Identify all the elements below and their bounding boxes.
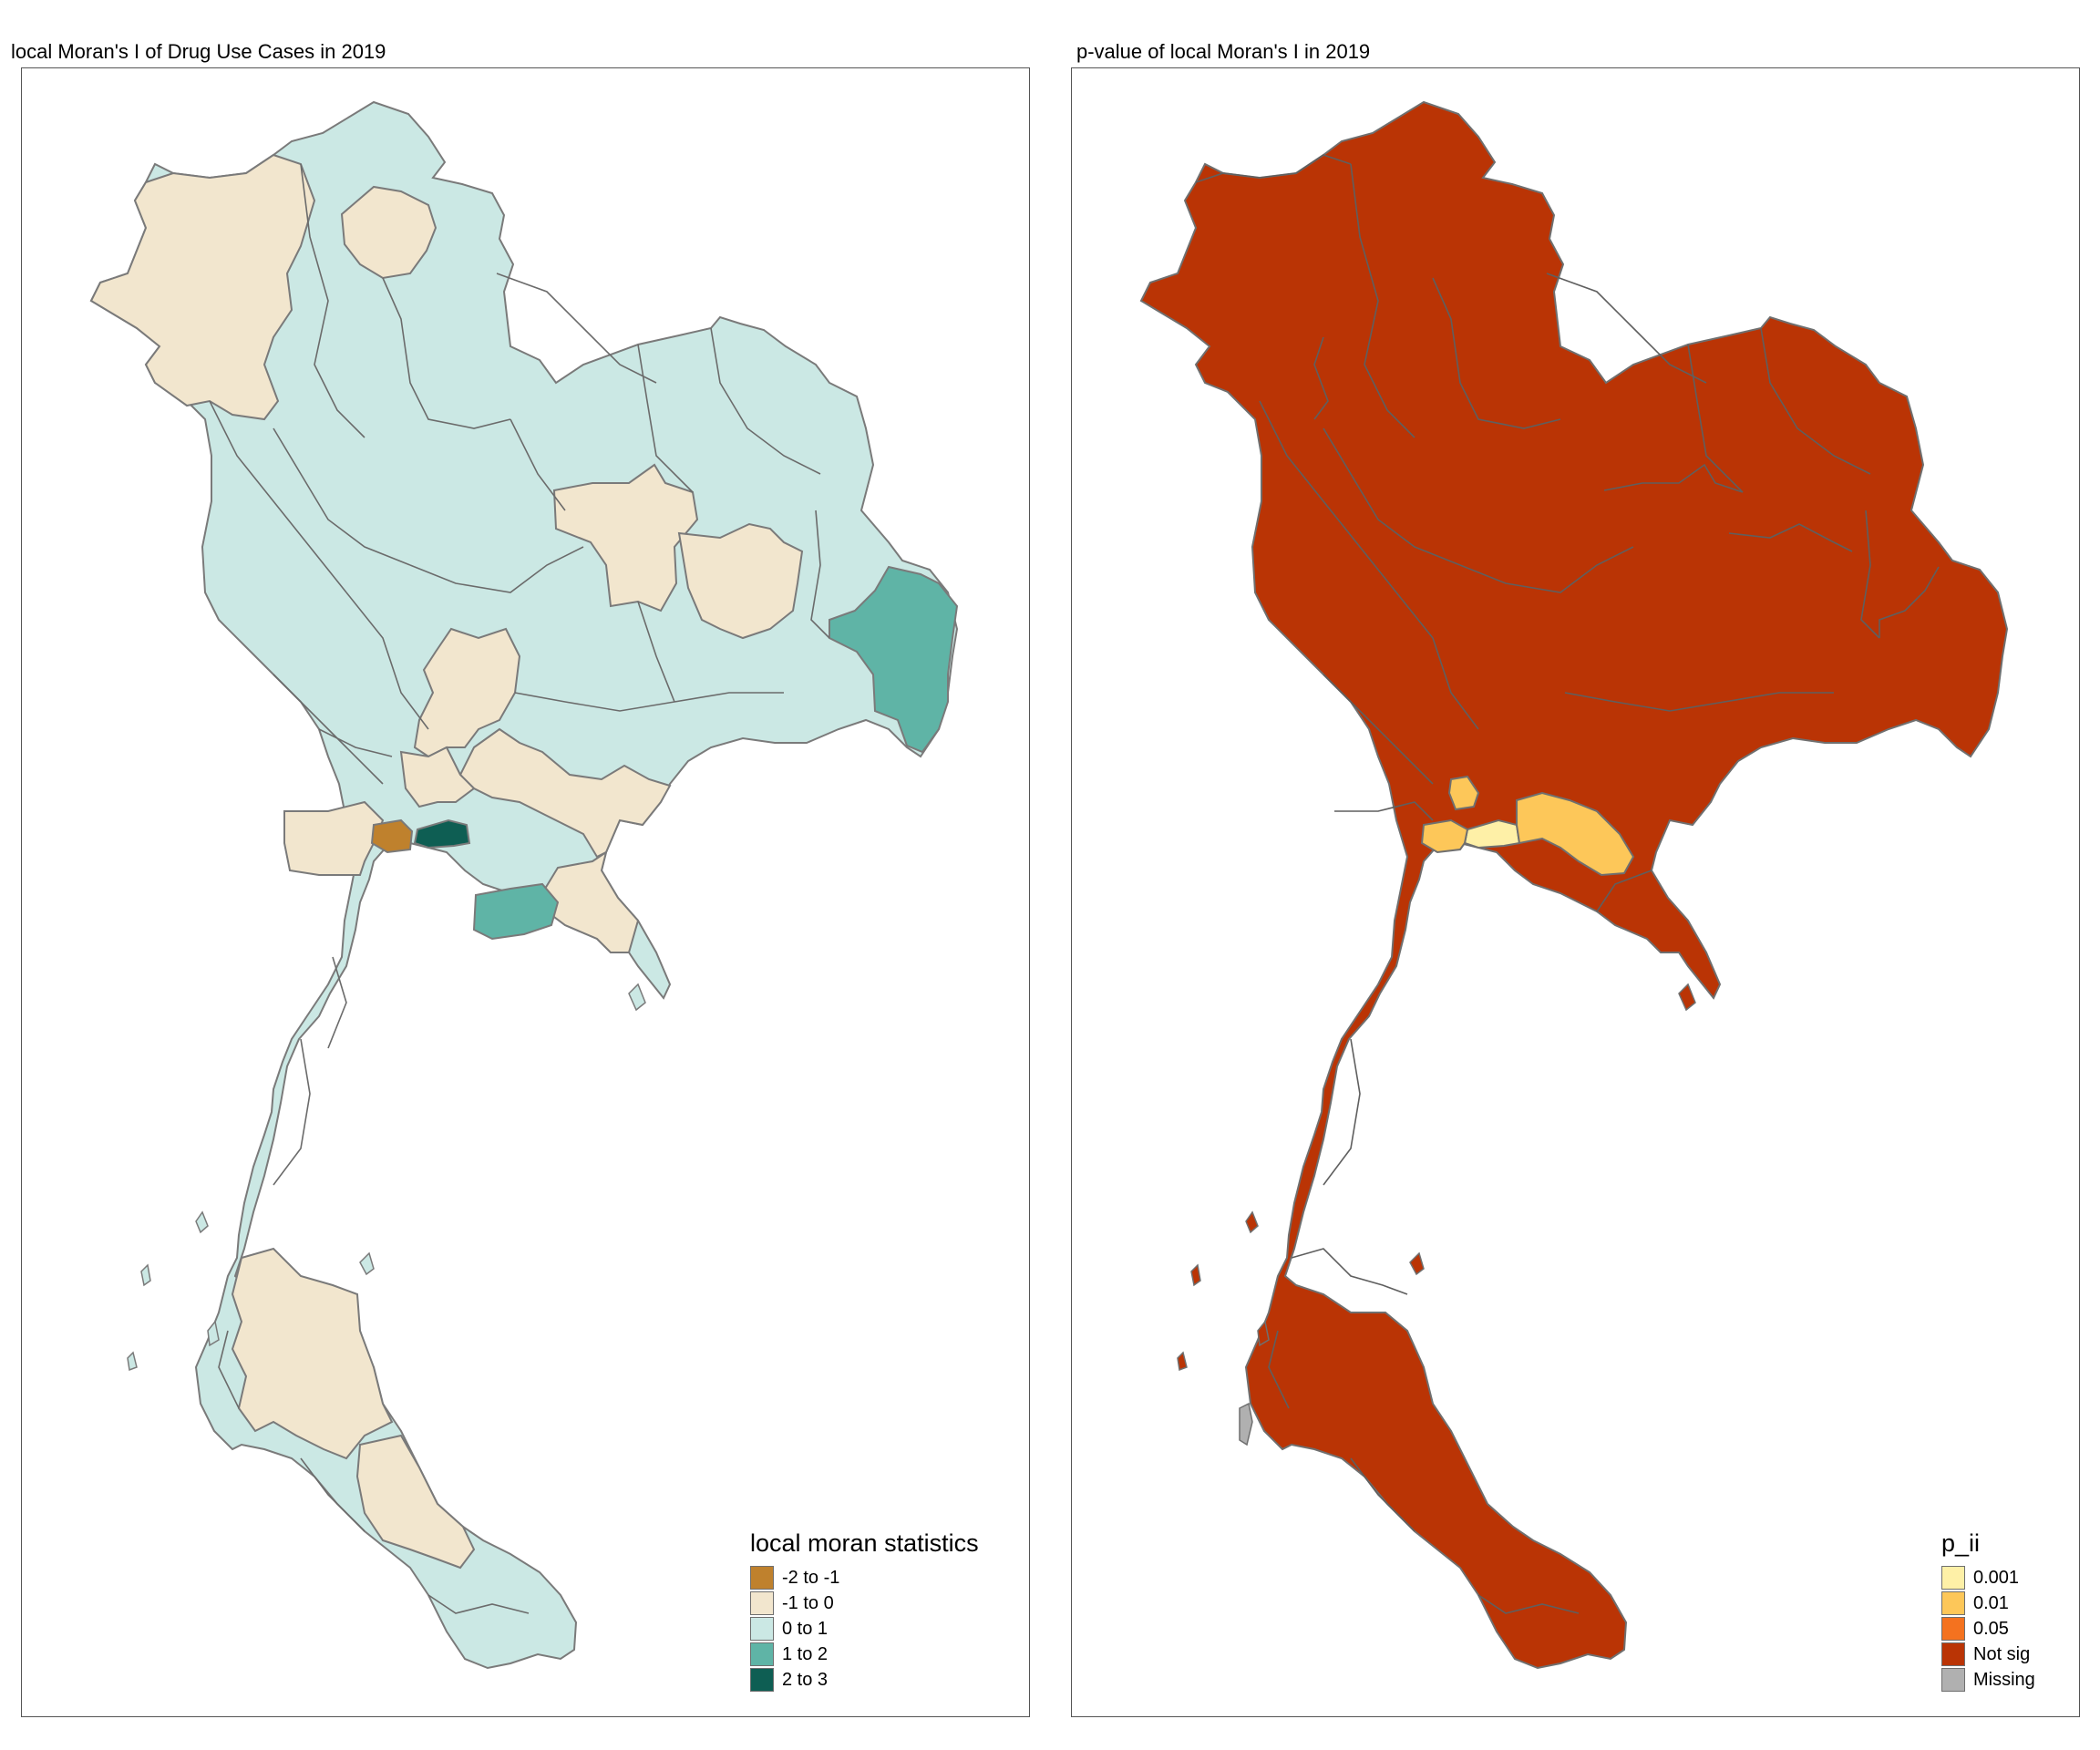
right-legend-title: p_ii <box>1941 1529 1981 1557</box>
legend-swatch <box>750 1566 774 1590</box>
legend-label: -2 to -1 <box>782 1568 840 1588</box>
legend-item: 0 to 1 <box>750 1616 979 1642</box>
legend-label: 0.05 <box>1973 1619 2009 1639</box>
region-northeast-low-b <box>677 522 804 640</box>
region-south-upper-low <box>231 1247 394 1460</box>
right-panel-title: p-value of local Moran's I in 2019 <box>1076 40 1371 63</box>
region-p-01-west <box>1420 818 1469 854</box>
legend-item: 2 to 3 <box>750 1667 979 1693</box>
legend-swatch <box>750 1591 774 1615</box>
legend-label: 0.001 <box>1973 1568 2020 1588</box>
region-missing <box>1239 1402 1253 1446</box>
legend-label: 1 to 2 <box>782 1644 829 1664</box>
islands-left <box>127 983 646 1372</box>
left-legend-title: local moran statistics <box>750 1529 979 1557</box>
province-boundaries-left <box>209 163 830 1614</box>
legend-label: Missing <box>1973 1670 2035 1690</box>
region-north-small-low <box>340 185 438 280</box>
left-panel-title: local Moran's I of Drug Use Cases in 201… <box>11 40 386 63</box>
province-boundaries-right <box>1195 154 1940 1614</box>
region-p-01-north <box>1447 775 1480 811</box>
legend-swatch <box>1941 1566 1965 1590</box>
legend-swatch <box>1941 1591 1965 1615</box>
region-p-001 <box>1463 818 1521 849</box>
region-northeast-low-a <box>552 463 699 612</box>
region-bangkok-ring-low <box>399 746 476 808</box>
region-far-east-high <box>829 565 959 754</box>
region-central-low <box>413 627 521 758</box>
legend-swatch <box>750 1617 774 1641</box>
region-central-east-low <box>458 727 672 859</box>
region-chonburi-high <box>472 882 560 941</box>
legend-item: 0.01 <box>1941 1590 2035 1616</box>
left-legend: local moran statistics -2 to -1 -1 to 0 … <box>750 1529 979 1693</box>
legend-item: -2 to -1 <box>750 1565 979 1590</box>
legend-swatch <box>1941 1617 1965 1641</box>
legend-item: 0.05 <box>1941 1616 2035 1642</box>
legend-label: 2 to 3 <box>782 1670 829 1690</box>
legend-item: 1 to 2 <box>750 1642 979 1667</box>
right-legend: p_ii 0.001 0.01 0.05 Not sig Missing <box>1941 1529 2035 1693</box>
legend-label: Not sig <box>1973 1644 2031 1664</box>
legend-swatch <box>1941 1642 1965 1666</box>
legend-swatch <box>1941 1668 1965 1692</box>
region-north-west-low <box>89 153 316 421</box>
region-bangkok-highest <box>413 818 471 849</box>
legend-label: 0 to 1 <box>782 1619 829 1639</box>
thailand-outline-right <box>1139 100 2009 1670</box>
region-p-01-east <box>1516 791 1635 877</box>
legend-label: 0.01 <box>1973 1593 2009 1613</box>
legend-label: -1 to 0 <box>782 1593 834 1613</box>
region-samut-sakhon-lowest <box>370 818 414 854</box>
legend-swatch <box>750 1668 774 1692</box>
islands-right <box>1177 983 1696 1372</box>
region-south-lower-low <box>355 1434 476 1570</box>
legend-swatch <box>750 1642 774 1666</box>
legend-item: Not sig <box>1941 1642 2035 1667</box>
region-west-low <box>283 800 385 876</box>
legend-item: 0.001 <box>1941 1565 2035 1590</box>
legend-item: -1 to 0 <box>750 1590 979 1616</box>
legend-item: Missing <box>1941 1667 2035 1693</box>
